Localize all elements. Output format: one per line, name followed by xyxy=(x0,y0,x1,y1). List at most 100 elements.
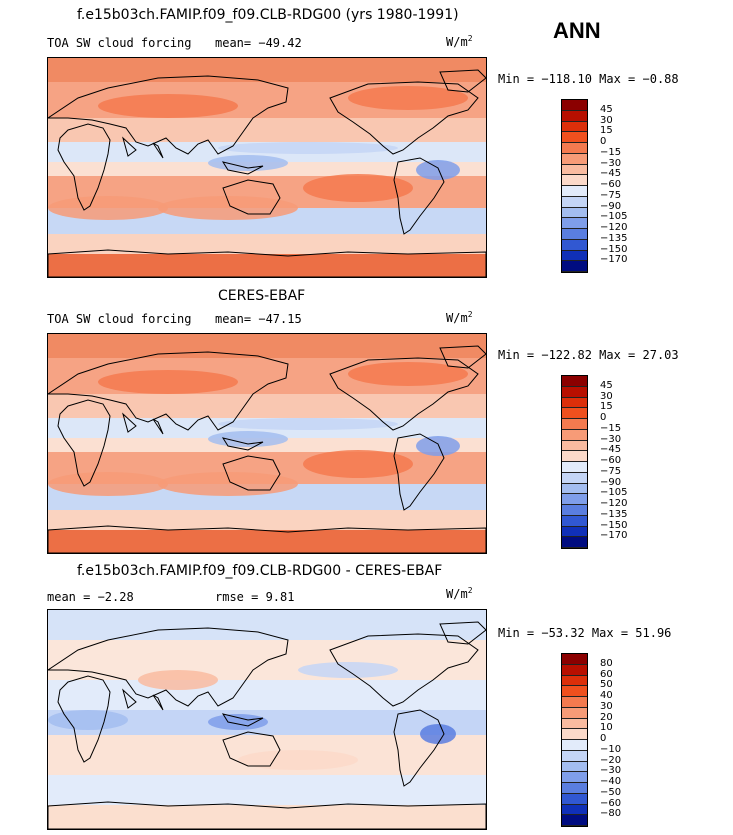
panel2-units-text: W/m xyxy=(446,311,468,325)
panel3-colorbar-tick-label: 0 xyxy=(600,733,607,744)
panel2-field-label: TOA SW cloud forcing xyxy=(47,312,192,326)
panel3-colorbar-segment xyxy=(562,718,587,730)
panel2-colorbar-segment xyxy=(562,397,587,409)
panel3-colorbar-segment xyxy=(562,804,587,816)
panel3-colorbar-segment xyxy=(562,815,587,826)
panel3-colorbar-segment xyxy=(562,697,587,708)
panel2-colorbar-segment xyxy=(562,376,587,387)
panel2-colorbar-tick-label: −60 xyxy=(600,455,622,466)
panel2-colorbar-segment xyxy=(562,494,587,505)
panel2-colorbar-segment xyxy=(562,537,587,548)
panel2-title: CERES-EBAF xyxy=(218,288,306,304)
panel2-colorbar-segment xyxy=(562,505,587,516)
panel1-colorbar xyxy=(561,99,588,273)
panel1-colorbar-tick-label: −60 xyxy=(600,179,622,190)
panel1-colorbar-tick-label: 15 xyxy=(600,125,613,137)
panel1-colorbar-tick-label: −30 xyxy=(600,157,622,169)
panel1-colorbar-segment xyxy=(562,207,587,219)
panel2-colorbar-tick-label: 45 xyxy=(600,379,613,391)
panel1-colorbar-tick-label: 0 xyxy=(600,136,607,147)
panel3-colorbar-segment xyxy=(562,675,587,687)
panel1-colorbar-segment xyxy=(562,218,587,229)
panel2-colorbar-tick-label: −150 xyxy=(600,519,628,531)
panel3-title: f.e15b03ch.FAMIP.f09_f09.CLB-RDG00 - CER… xyxy=(77,563,443,579)
panel2-colorbar-segment xyxy=(562,440,587,452)
panel1-colorbar-segment xyxy=(562,153,587,165)
panel3-colorbar-tick-label: −60 xyxy=(600,797,622,809)
panel2-colorbar-labels: 45 30 15 0 −15 −30 −45 −60 −75 −90 −105 −120 −135 −15… xyxy=(600,375,660,547)
panel1-colorbar-tick-label: 30 xyxy=(600,114,613,126)
panel1-colorbar-segment xyxy=(562,250,587,262)
panel1-colorbar-tick-label: 45 xyxy=(600,103,613,115)
panel2-colorbar-segment xyxy=(562,408,587,419)
panel3-map xyxy=(47,609,487,830)
panel3-colorbar-tick-label: −40 xyxy=(600,776,622,787)
panel3-colorbar-segment xyxy=(562,686,587,697)
panel2-colorbar-segment xyxy=(562,526,587,538)
panel2-units-exp: 2 xyxy=(467,310,473,319)
panel3-colorbar-segment xyxy=(562,761,587,773)
panel3-colorbar-tick-label: 50 xyxy=(600,679,613,691)
panel1-minmax: Min = −118.10 Max = −0.88 xyxy=(498,72,679,86)
panel2-colorbar-segment xyxy=(562,419,587,430)
panel1-colorbar-tick-label: −135 xyxy=(600,232,628,244)
panel1-colorbar-segment xyxy=(562,132,587,143)
panel2-colorbar-tick-label: −15 xyxy=(600,422,622,434)
panel1-colorbar-tick-label: −90 xyxy=(600,200,622,212)
panel1-colorbar-segment xyxy=(562,175,587,186)
panel1-mean: mean= −49.42 xyxy=(215,36,302,50)
panel2-colorbar-tick-label: 0 xyxy=(600,412,607,423)
panel1-map xyxy=(47,57,487,278)
panel1-colorbar-segment xyxy=(562,110,587,122)
panel1-colorbar-segment xyxy=(562,261,587,272)
panel2-colorbar-segment xyxy=(562,429,587,441)
panel1-colorbar-segment xyxy=(562,239,587,251)
panel1-units-exp: 2 xyxy=(467,34,473,43)
panel3-colorbar-segment xyxy=(562,740,587,751)
panel3-colorbar-tick-label: 80 xyxy=(600,657,613,669)
panel2-colorbar-segment xyxy=(562,462,587,473)
panel1-colorbar-segment xyxy=(562,121,587,133)
panel3-colorbar xyxy=(561,653,588,827)
panel2-colorbar-segment xyxy=(562,483,587,495)
panel2-colorbar-tick-label: −135 xyxy=(600,508,628,520)
panel3-colorbar-tick-label: −80 xyxy=(600,808,622,820)
panel1-colorbar-segment xyxy=(562,164,587,176)
panel2-map xyxy=(47,333,487,554)
panel3-colorbar-segment xyxy=(562,793,587,805)
panel2-colorbar-segment xyxy=(562,515,587,527)
panel2-colorbar-tick-label: −170 xyxy=(600,530,628,542)
panel2-colorbar-segment xyxy=(562,472,587,484)
panel1-colorbar-segment xyxy=(562,100,587,111)
panel3-units-exp: 2 xyxy=(467,586,473,595)
panel3-colorbar-tick-label: −30 xyxy=(600,765,622,777)
panel1-colorbar-tick-label: −15 xyxy=(600,146,622,158)
panel3-colorbar-tick-label: 30 xyxy=(600,700,613,712)
panel2-units: W/m2 xyxy=(446,310,473,325)
panel1-colorbar-segment xyxy=(562,229,587,240)
panel1-colorbar-tick-label: −45 xyxy=(600,168,622,180)
panel2-colorbar-tick-label: −30 xyxy=(600,433,622,445)
panel2-colorbar-tick-label: −90 xyxy=(600,476,622,488)
panel1-colorbar-tick-label: −170 xyxy=(600,254,628,266)
panel2-colorbar-tick-label: −45 xyxy=(600,444,622,456)
panel3-colorbar-tick-label: 60 xyxy=(600,668,613,680)
panel3-mean: mean = −2.28 xyxy=(47,590,134,604)
panel3-colorbar-tick-label: −50 xyxy=(600,786,622,798)
panel3-colorbar-segment xyxy=(562,772,587,783)
panel3-colorbar-tick-label: −10 xyxy=(600,743,622,755)
panel1-colorbar-tick-label: −105 xyxy=(600,211,628,223)
panel2-colorbar-tick-label: 30 xyxy=(600,390,613,402)
panel3-colorbar-segment xyxy=(562,729,587,740)
panel1-colorbar-segment xyxy=(562,143,587,154)
panel1-colorbar-labels: 45 30 15 0 −15 −30 −45 −60 −75 −90 −105 −120 −135 −15… xyxy=(600,99,660,271)
panel2-colorbar-tick-label: −105 xyxy=(600,487,628,499)
panel2-colorbar-segment xyxy=(562,386,587,398)
panel3-colorbar-tick-label: 20 xyxy=(600,711,613,723)
season-label: ANN xyxy=(553,18,601,43)
panel1-units: W/m2 xyxy=(446,34,473,49)
panel1-colorbar-tick-label: −150 xyxy=(600,243,628,255)
panel3-colorbar-segment xyxy=(562,707,587,719)
panel3-colorbar-segment xyxy=(562,750,587,762)
panel3-colorbar-segment xyxy=(562,664,587,676)
